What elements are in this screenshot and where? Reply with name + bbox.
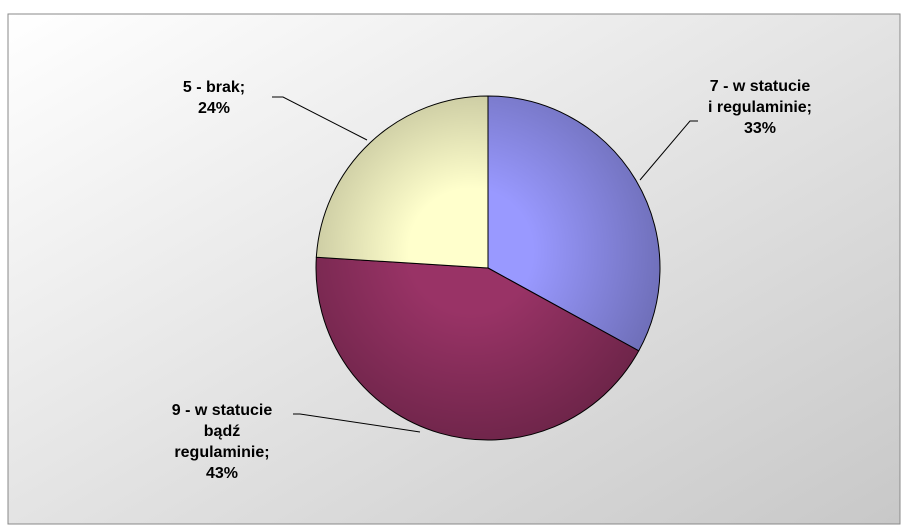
data-label: 7 - w statucie i regulaminie; 33%	[706, 76, 814, 139]
leader-line	[639, 120, 698, 181]
data-label: 9 - w statucie bądź regulaminie; 43%	[168, 400, 276, 484]
data-label: 5 - brak; 24%	[160, 77, 268, 119]
label-value: 43%	[205, 465, 239, 482]
leader-line	[272, 96, 368, 141]
label-value: 33%	[743, 120, 777, 137]
label-category: 7 - w statucie i regulaminie;	[707, 78, 813, 116]
slices	[315, 95, 661, 441]
label-category: 9 - w statucie bądź regulaminie;	[171, 402, 273, 461]
label-category: 5 - brak;	[182, 79, 246, 96]
label-value: 24%	[197, 100, 231, 117]
leader-line	[293, 413, 421, 433]
